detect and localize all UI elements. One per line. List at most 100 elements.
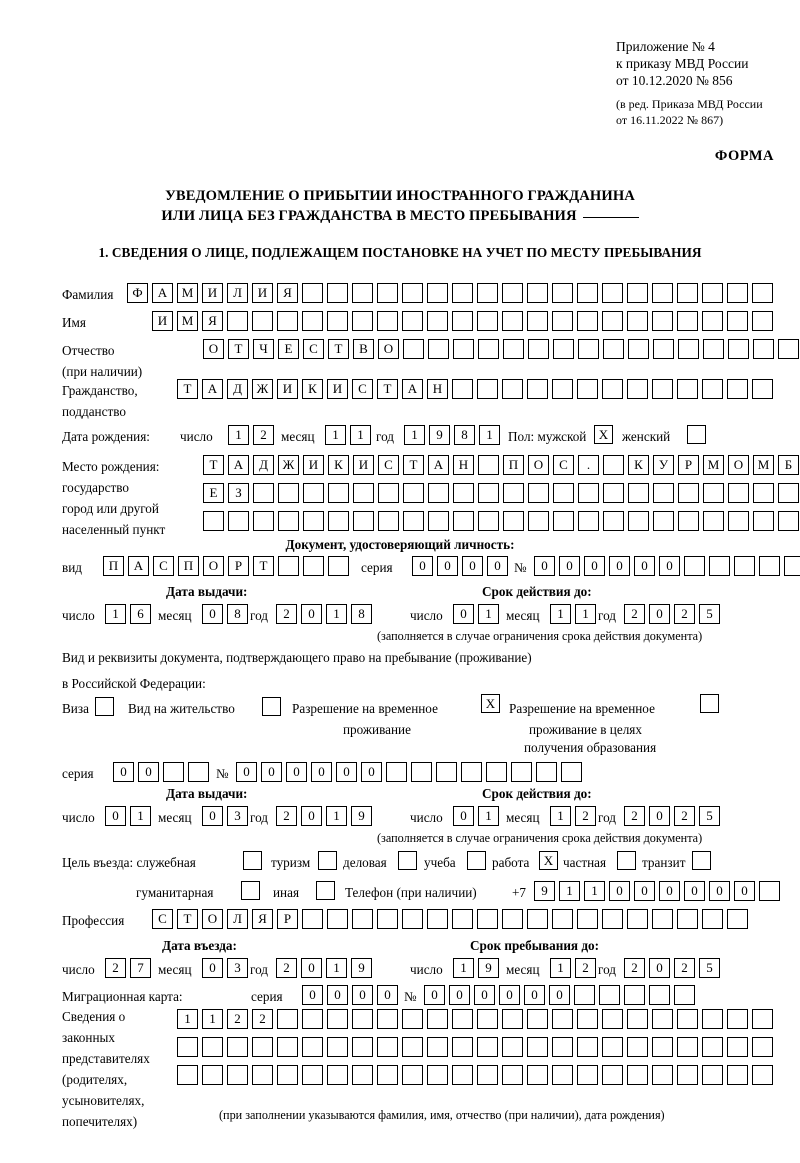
char-cell[interactable] — [577, 1037, 598, 1057]
char-cell[interactable] — [752, 379, 773, 399]
char-cell[interactable]: Д — [227, 379, 248, 399]
char-cell[interactable]: Л — [227, 283, 248, 303]
char-cell[interactable]: 0 — [649, 958, 670, 978]
char-cell[interactable] — [752, 283, 773, 303]
char-cell[interactable]: О — [528, 455, 549, 475]
char-cell[interactable] — [302, 283, 323, 303]
char-cell[interactable]: 0 — [734, 881, 755, 901]
char-cell[interactable]: В — [353, 339, 374, 359]
char-cell[interactable]: 2 — [624, 806, 645, 826]
char-cell[interactable]: 5 — [699, 806, 720, 826]
char-cell[interactable]: 7 — [130, 958, 151, 978]
char-cell[interactable]: П — [103, 556, 124, 576]
char-cell[interactable] — [677, 283, 698, 303]
char-cell[interactable]: Н — [427, 379, 448, 399]
char-cell[interactable] — [703, 339, 724, 359]
char-cell[interactable]: 0 — [202, 958, 223, 978]
char-cell[interactable] — [502, 1037, 523, 1057]
char-cell[interactable]: С — [153, 556, 174, 576]
char-cell[interactable] — [624, 985, 645, 1005]
char-cell[interactable] — [427, 909, 448, 929]
char-cell[interactable]: 2 — [253, 425, 274, 445]
char-cell[interactable] — [627, 283, 648, 303]
purpose-tourism-checkbox[interactable] — [318, 851, 337, 870]
sex-male-checkbox[interactable]: X — [594, 425, 613, 444]
char-cell[interactable] — [552, 379, 573, 399]
char-cell[interactable] — [628, 339, 649, 359]
char-cell[interactable] — [188, 762, 209, 782]
char-cell[interactable] — [553, 339, 574, 359]
char-cell[interactable] — [202, 1065, 223, 1085]
char-cell[interactable] — [377, 1009, 398, 1029]
char-cell[interactable]: С — [553, 455, 574, 475]
char-cell[interactable] — [277, 1065, 298, 1085]
char-cell[interactable] — [627, 1037, 648, 1057]
char-cell[interactable]: 0 — [684, 881, 705, 901]
char-cell[interactable] — [784, 556, 800, 576]
char-cell[interactable]: 5 — [699, 604, 720, 624]
char-cell[interactable] — [227, 1037, 248, 1057]
char-cell[interactable] — [678, 339, 699, 359]
char-cell[interactable]: Е — [278, 339, 299, 359]
char-cell[interactable]: Т — [177, 909, 198, 929]
char-cell[interactable]: 1 — [325, 425, 346, 445]
char-cell[interactable]: 0 — [437, 556, 458, 576]
char-cell[interactable]: 0 — [609, 556, 630, 576]
char-cell[interactable]: 0 — [649, 806, 670, 826]
purpose-business-checkbox[interactable] — [398, 851, 417, 870]
residence-permit-checkbox[interactable] — [262, 697, 281, 716]
birth-place-row-3-cells[interactable] — [203, 511, 799, 531]
char-cell[interactable] — [703, 483, 724, 503]
char-cell[interactable] — [327, 1009, 348, 1029]
char-cell[interactable] — [702, 1065, 723, 1085]
char-cell[interactable] — [277, 1009, 298, 1029]
char-cell[interactable]: Р — [228, 556, 249, 576]
char-cell[interactable] — [503, 511, 524, 531]
char-cell[interactable]: Б — [778, 455, 799, 475]
char-cell[interactable]: 2 — [624, 604, 645, 624]
char-cell[interactable]: А — [228, 455, 249, 475]
char-cell[interactable]: А — [202, 379, 223, 399]
char-cell[interactable] — [702, 909, 723, 929]
char-cell[interactable] — [703, 511, 724, 531]
purpose-humanitarian-checkbox[interactable] — [241, 881, 260, 900]
char-cell[interactable]: 8 — [454, 425, 475, 445]
char-cell[interactable]: С — [152, 909, 173, 929]
char-cell[interactable] — [503, 339, 524, 359]
char-cell[interactable]: 2 — [624, 958, 645, 978]
char-cell[interactable]: 1 — [228, 425, 249, 445]
char-cell[interactable] — [553, 483, 574, 503]
char-cell[interactable]: 1 — [478, 806, 499, 826]
char-cell[interactable] — [452, 283, 473, 303]
char-cell[interactable]: Ч — [253, 339, 274, 359]
char-cell[interactable]: 1 — [478, 604, 499, 624]
char-cell[interactable] — [352, 311, 373, 331]
char-cell[interactable]: 0 — [524, 985, 545, 1005]
char-cell[interactable] — [528, 339, 549, 359]
char-cell[interactable]: А — [428, 455, 449, 475]
char-cell[interactable] — [577, 1009, 598, 1029]
char-cell[interactable]: О — [728, 455, 749, 475]
char-cell[interactable]: 0 — [261, 762, 282, 782]
char-cell[interactable]: К — [328, 455, 349, 475]
char-cell[interactable] — [527, 1037, 548, 1057]
char-cell[interactable]: 1 — [130, 806, 151, 826]
char-cell[interactable] — [677, 909, 698, 929]
char-cell[interactable]: 1 — [453, 958, 474, 978]
legal-reps-row-2-cells[interactable] — [177, 1037, 773, 1057]
char-cell[interactable] — [727, 311, 748, 331]
char-cell[interactable] — [453, 483, 474, 503]
char-cell[interactable] — [477, 909, 498, 929]
char-cell[interactable]: 0 — [336, 762, 357, 782]
char-cell[interactable] — [778, 339, 799, 359]
